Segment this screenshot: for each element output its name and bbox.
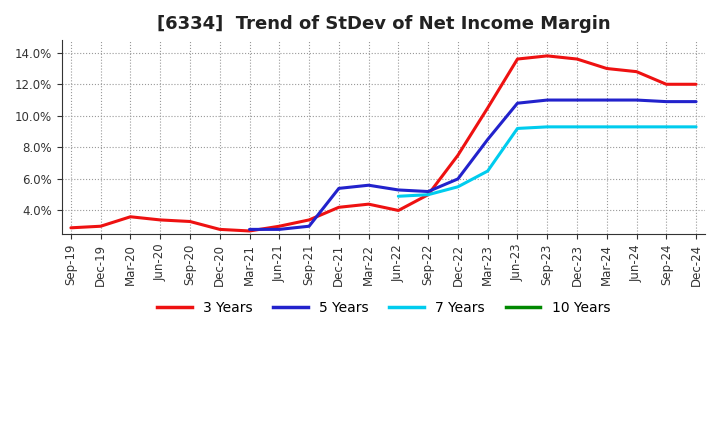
3 Years (483, 105, 492, 110)
Line: 5 Years: 5 Years (250, 100, 696, 229)
5 Years (603, 97, 611, 103)
5 Years (335, 186, 343, 191)
3 Years (692, 82, 701, 87)
3 Years (126, 214, 135, 220)
5 Years (454, 176, 462, 182)
5 Years (394, 187, 402, 193)
5 Years (364, 183, 373, 188)
5 Years (275, 227, 284, 232)
5 Years (632, 97, 641, 103)
7 Years (424, 192, 433, 197)
7 Years (483, 169, 492, 174)
5 Years (662, 99, 670, 104)
3 Years (513, 56, 522, 62)
3 Years (275, 224, 284, 229)
3 Years (335, 205, 343, 210)
3 Years (96, 224, 105, 229)
3 Years (632, 69, 641, 74)
5 Years (483, 137, 492, 142)
5 Years (305, 224, 313, 229)
3 Years (364, 202, 373, 207)
3 Years (603, 66, 611, 71)
3 Years (305, 217, 313, 223)
Line: 3 Years: 3 Years (71, 56, 696, 231)
Title: [6334]  Trend of StDev of Net Income Margin: [6334] Trend of StDev of Net Income Marg… (157, 15, 611, 33)
Line: 7 Years: 7 Years (398, 127, 696, 196)
5 Years (513, 101, 522, 106)
3 Years (394, 208, 402, 213)
7 Years (454, 184, 462, 190)
5 Years (572, 97, 581, 103)
7 Years (632, 124, 641, 129)
5 Years (692, 99, 701, 104)
3 Years (454, 153, 462, 158)
3 Years (246, 228, 254, 234)
3 Years (662, 82, 670, 87)
5 Years (246, 227, 254, 232)
7 Years (692, 124, 701, 129)
5 Years (543, 97, 552, 103)
7 Years (572, 124, 581, 129)
3 Years (66, 225, 75, 231)
Legend: 3 Years, 5 Years, 7 Years, 10 Years: 3 Years, 5 Years, 7 Years, 10 Years (151, 295, 616, 320)
7 Years (513, 126, 522, 131)
5 Years (424, 189, 433, 194)
7 Years (603, 124, 611, 129)
7 Years (543, 124, 552, 129)
3 Years (572, 56, 581, 62)
3 Years (543, 53, 552, 59)
3 Years (424, 192, 433, 197)
7 Years (662, 124, 670, 129)
3 Years (215, 227, 224, 232)
7 Years (394, 194, 402, 199)
3 Years (156, 217, 165, 223)
3 Years (186, 219, 194, 224)
